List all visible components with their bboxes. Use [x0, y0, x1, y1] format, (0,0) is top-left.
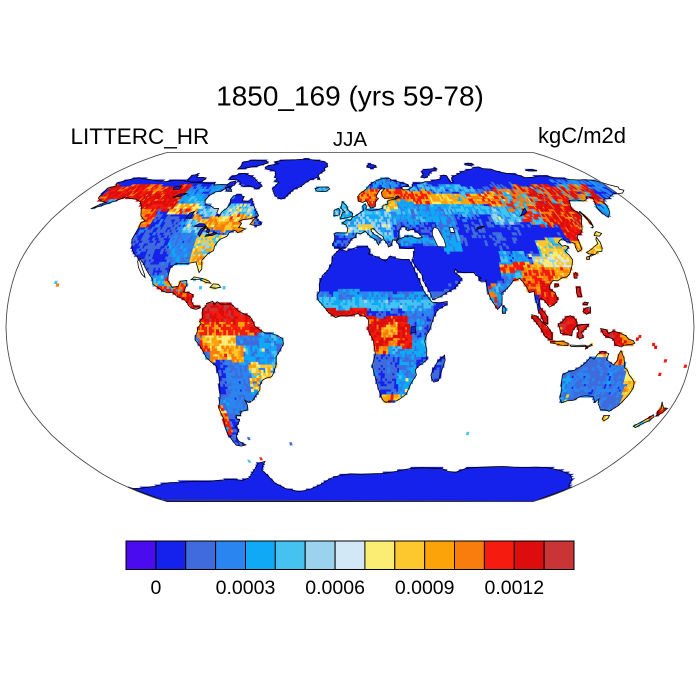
svg-text:0.0012: 0.0012	[484, 577, 544, 599]
svg-text:kgC/m2d: kgC/m2d	[538, 123, 626, 148]
svg-text:0: 0	[150, 577, 161, 599]
svg-text:0.0006: 0.0006	[305, 577, 365, 599]
svg-text:LITTERC_HR: LITTERC_HR	[71, 124, 210, 149]
svg-text:0.0003: 0.0003	[216, 577, 276, 599]
svg-text:1850_169 (yrs 59-78): 1850_169 (yrs 59-78)	[216, 81, 484, 112]
svg-text:0.0009: 0.0009	[395, 577, 455, 599]
svg-text:JJA: JJA	[333, 128, 368, 151]
